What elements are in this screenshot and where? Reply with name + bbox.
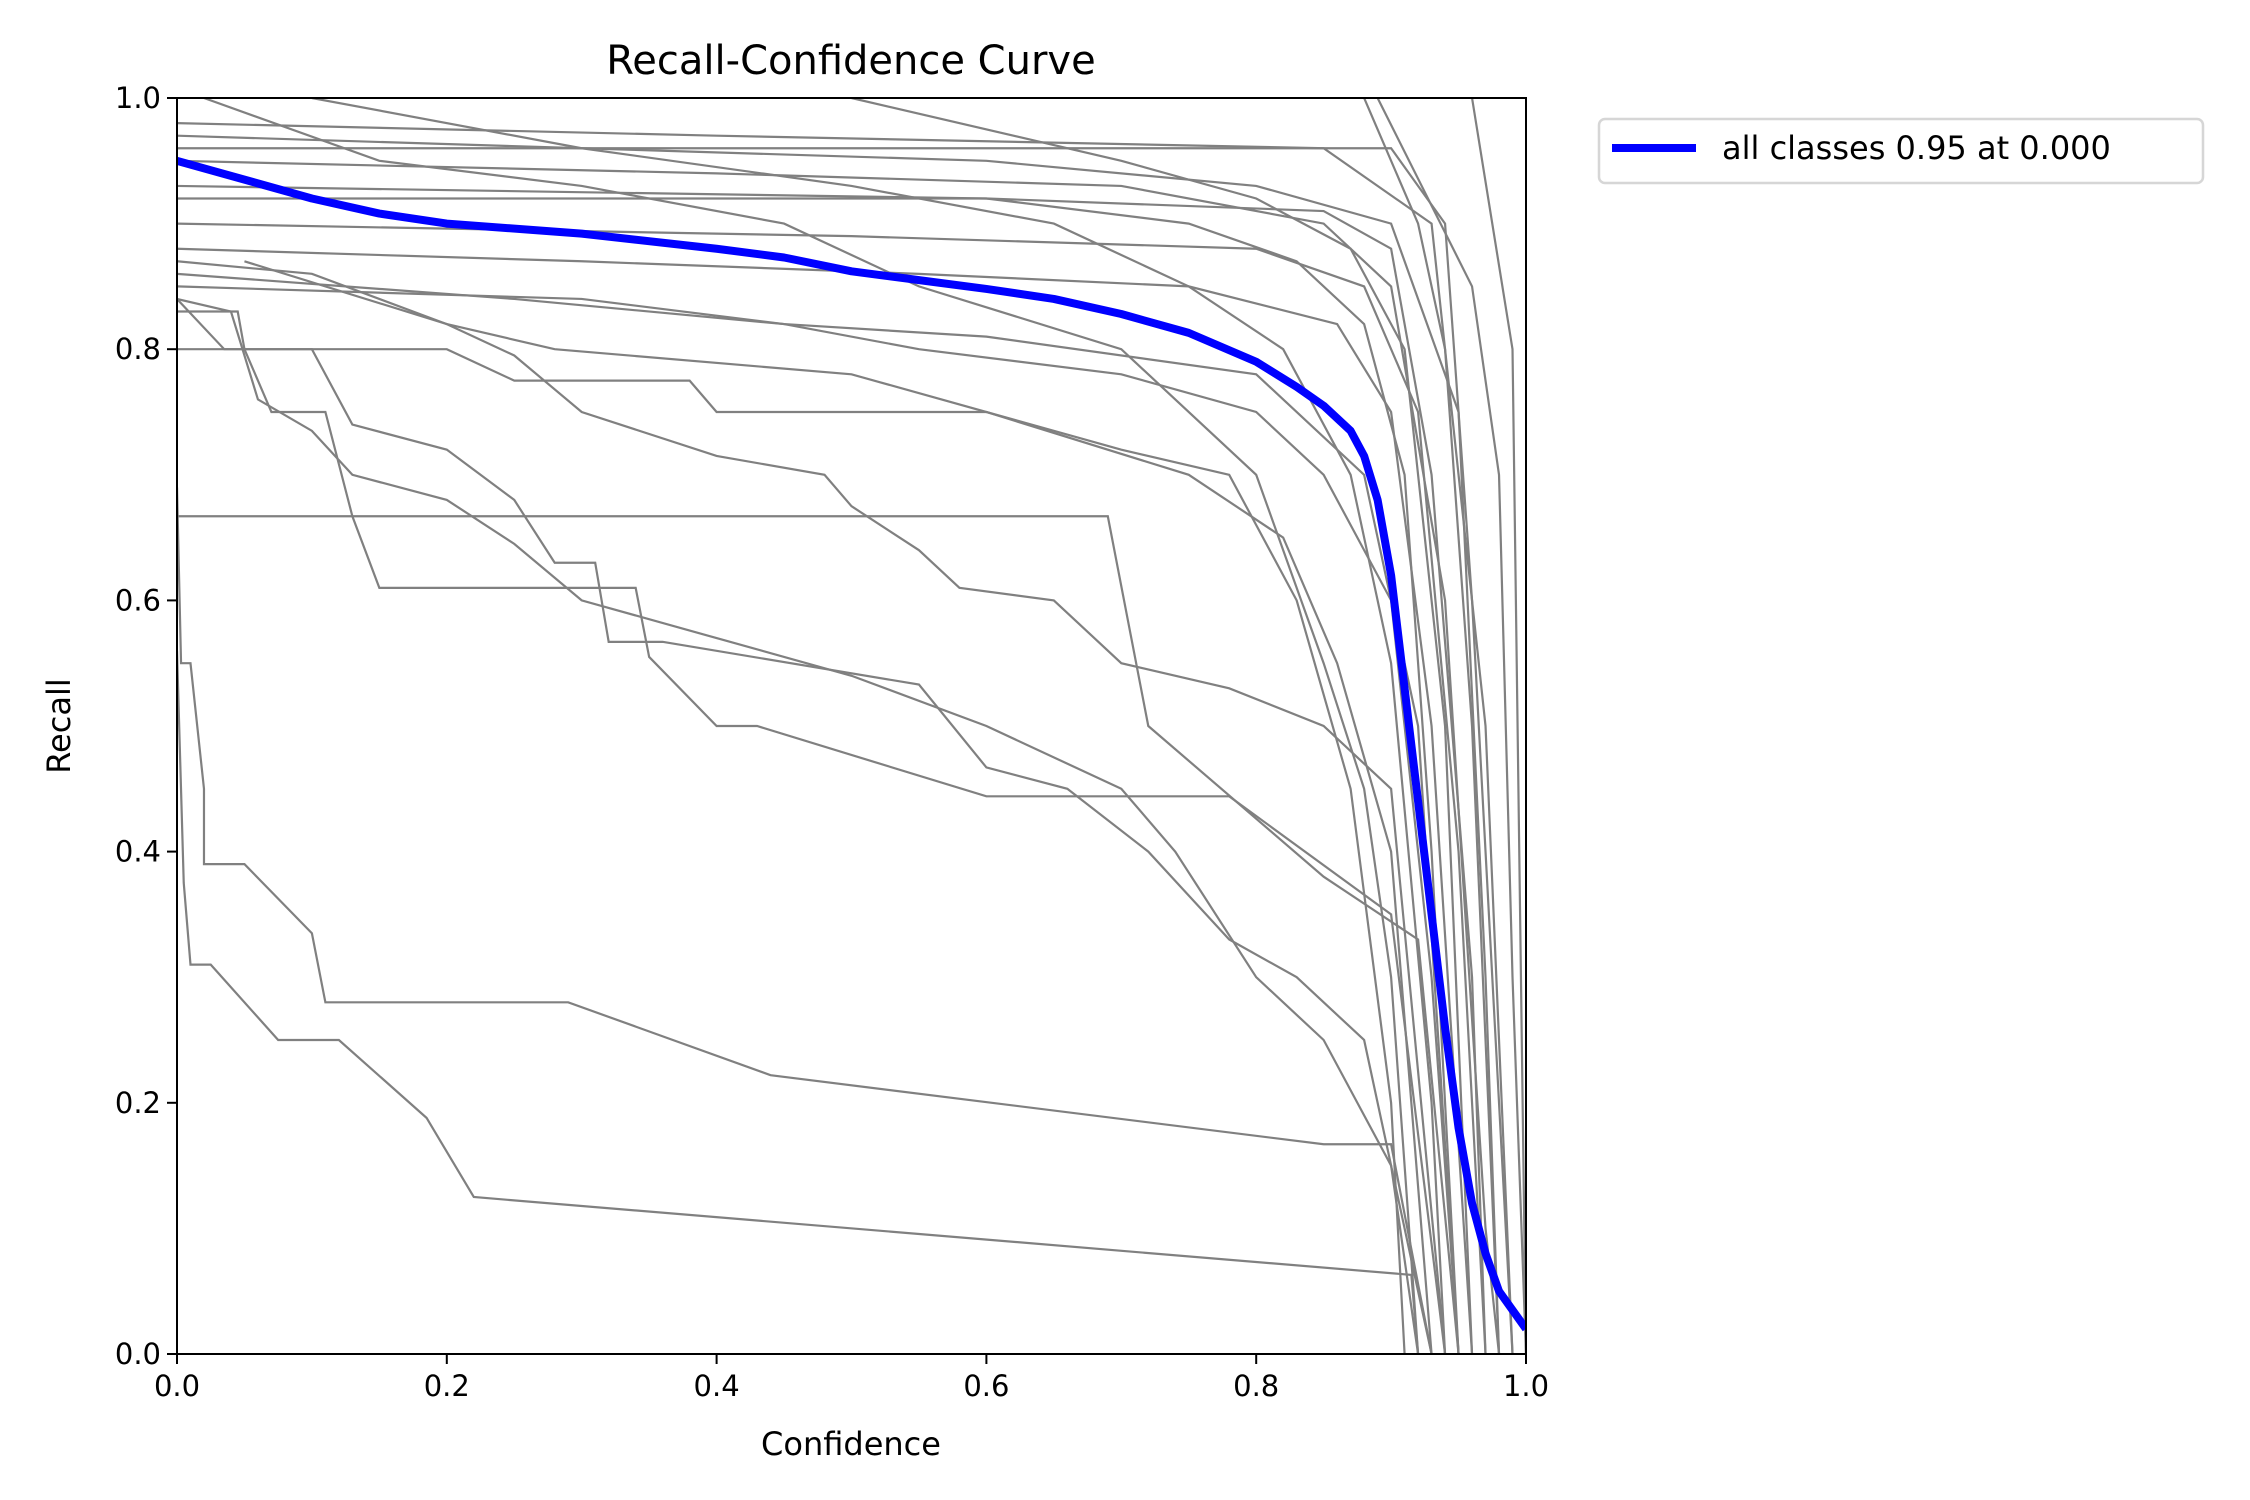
class-curve-5 bbox=[177, 297, 1420, 1354]
class-curve-14 bbox=[177, 122, 1514, 1354]
class-curve-23 bbox=[177, 134, 1501, 1354]
legend: all classes 0.95 at 0.000 bbox=[1597, 117, 2205, 185]
y-tick-label: 0.6 bbox=[115, 583, 161, 617]
class-curve-15 bbox=[1363, 98, 1501, 1354]
class-curve-3 bbox=[177, 310, 1447, 1354]
class-curve-21 bbox=[177, 272, 1460, 1354]
legend-box bbox=[1597, 117, 2205, 185]
legend-label-all-classes: all classes 0.95 at 0.000 bbox=[1722, 129, 2111, 167]
axis-ticks: 0.0 0.2 0.4 0.6 0.8 1.0 0.0 0.2 0.4 0.6 0.8 1.0 bbox=[115, 81, 1549, 1403]
class-curve-8 bbox=[177, 285, 1460, 1354]
y-axis-label: Recall bbox=[40, 678, 78, 773]
class-curve-16 bbox=[1376, 98, 1526, 1354]
x-tick-label: 0.2 bbox=[424, 1369, 470, 1403]
class-curve-1 bbox=[177, 650, 1420, 1354]
class-curve-13 bbox=[177, 147, 1514, 1354]
class-curve-9 bbox=[177, 247, 1474, 1354]
x-tick-label: 0.4 bbox=[694, 1369, 740, 1403]
chart-title: Recall-Confidence Curve bbox=[606, 38, 1095, 84]
class-curve-6 bbox=[177, 260, 1447, 1354]
class-curve-24 bbox=[244, 260, 1406, 1354]
y-tick-label: 0.8 bbox=[115, 332, 161, 366]
class-curve-19 bbox=[311, 98, 1447, 1354]
class-curve-10 bbox=[177, 222, 1487, 1354]
plot-area bbox=[177, 98, 1526, 1354]
all-classes-curve bbox=[177, 156, 1526, 1332]
y-tick-label: 1.0 bbox=[115, 81, 161, 115]
class-curve-12 bbox=[177, 159, 1501, 1354]
y-tick-label: 0.4 bbox=[115, 835, 161, 869]
class-curve-4 bbox=[177, 298, 1433, 1354]
class-curve-20 bbox=[177, 184, 1460, 1354]
y-tick-label: 0.2 bbox=[115, 1086, 161, 1120]
x-tick-label: 0.0 bbox=[154, 1369, 200, 1403]
class-curve-0 bbox=[177, 487, 1433, 1354]
axes-frame bbox=[176, 97, 1527, 1355]
x-tick-label: 1.0 bbox=[1503, 1369, 1549, 1403]
x-tick-label: 0.8 bbox=[1233, 1369, 1279, 1403]
class-curve-2 bbox=[177, 515, 1460, 1354]
class-curve-17 bbox=[1470, 98, 1526, 1354]
class-curve-18 bbox=[203, 98, 1420, 1354]
y-tick-label: 0.0 bbox=[115, 1337, 161, 1371]
class-curve-22 bbox=[851, 98, 1474, 1354]
x-tick-label: 0.6 bbox=[963, 1369, 1009, 1403]
x-axis-label: Confidence bbox=[761, 1425, 941, 1463]
